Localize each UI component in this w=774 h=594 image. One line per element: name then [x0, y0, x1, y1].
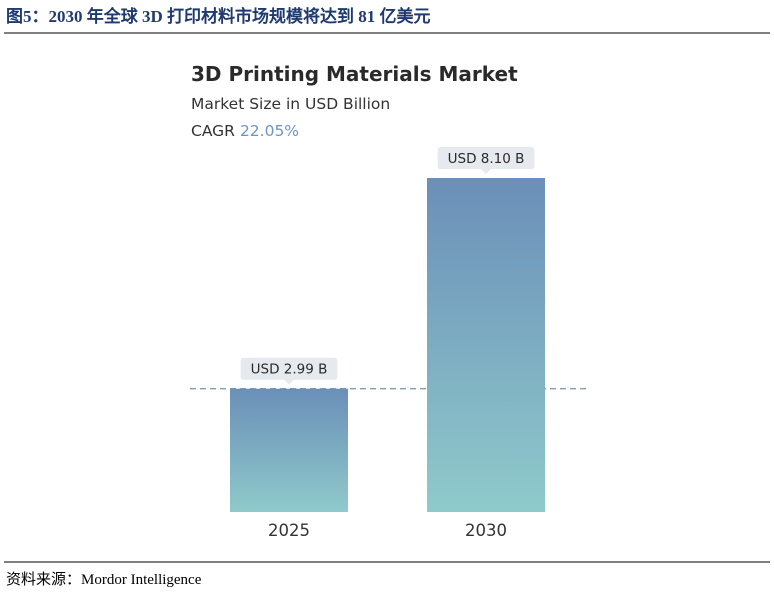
value-label-text: USD 8.10 B — [448, 151, 525, 167]
chart-subtitle: Market Size in USD Billion — [191, 95, 390, 113]
chart-title: 3D Printing Materials Market — [191, 62, 518, 86]
cagr-value: 22.05% — [240, 122, 299, 140]
plot: 2025 USD 2.99 B 2030 USD 8.10 B — [190, 147, 586, 540]
value-label-box — [240, 357, 338, 385]
x-tick-label: 2025 — [268, 521, 310, 540]
cagr-annotation: CAGR 22.05% — [191, 122, 299, 140]
source-note: 资料来源：Mordor Intelligence — [6, 571, 202, 588]
x-tick-label: 2030 — [465, 521, 507, 540]
bar — [427, 178, 545, 512]
value-label: USD 8.10 B — [437, 147, 535, 174]
value-label-box — [437, 147, 535, 174]
figure-title: 图5：2030 年全球 3D 打印材料市场规模将达到 81 亿美元 — [6, 6, 431, 26]
value-label-text: USD 2.99 B — [251, 362, 328, 378]
bar — [230, 388, 348, 512]
cagr-label: CAGR — [191, 122, 235, 140]
value-label: USD 2.99 B — [240, 357, 338, 385]
